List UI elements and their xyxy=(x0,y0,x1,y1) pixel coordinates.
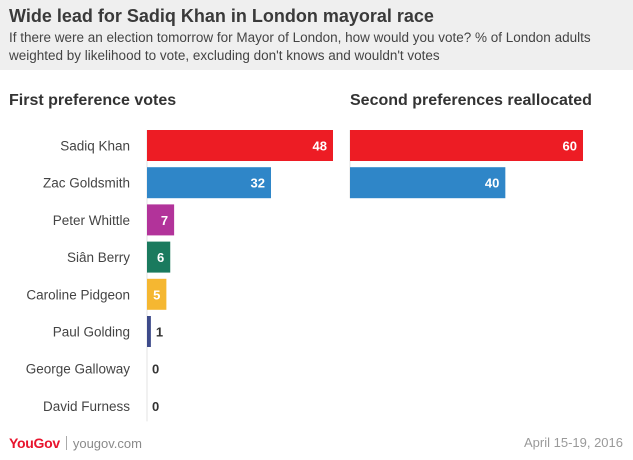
panel-title-second-preference: Second preferences reallocated xyxy=(350,92,592,109)
yougov-logo: YouGov xyxy=(9,435,60,451)
chart-subtitle: If there were an election tomorrow for M… xyxy=(9,30,591,63)
category-label-paul-golding: Paul Golding xyxy=(53,325,130,340)
category-label-caroline-pidgeon: Caroline Pidgeon xyxy=(26,287,130,302)
category-label-george-galloway: George Galloway xyxy=(26,362,131,377)
footer-divider xyxy=(65,436,67,450)
panel-title-first-preference: First preference votes xyxy=(9,92,177,109)
category-label-sadiq-khan: Sadiq Khan xyxy=(60,139,130,154)
category-label-zac-goldsmith: Zac Goldsmith xyxy=(43,176,130,191)
value-label-first-david-furness: 0 xyxy=(152,399,159,414)
bar-second-zac-goldsmith xyxy=(350,167,506,199)
panel-first: Sadiq Khan 48 Zac Goldsmith 32 Peter Whittle… xyxy=(26,130,333,422)
value-label-first-paul-golding: 1 xyxy=(156,325,163,340)
bar-first-caroline-pidgeon xyxy=(147,278,167,310)
value-label-first-peter-whittle: 7 xyxy=(161,213,168,228)
value-label-first-zac-goldsmith: 32 xyxy=(251,176,265,191)
chart-title: Wide lead for Sadiq Khan in London mayor… xyxy=(9,6,434,26)
panel-second: 60 40 xyxy=(349,130,583,199)
bar-first-peter-whittle xyxy=(147,204,175,236)
bar-first-zac-goldsmith xyxy=(147,167,271,199)
category-label-peter-whittle: Peter Whittle xyxy=(53,213,130,228)
value-label-first-sian-berry: 6 xyxy=(157,250,164,265)
value-label-second-sadiq-khan: 60 xyxy=(563,139,577,154)
category-label-david-furness: David Furness xyxy=(43,399,130,414)
value-label-first-sadiq-khan: 48 xyxy=(313,139,327,154)
title-bar: Wide lead for Sadiq Khan in London mayor… xyxy=(0,0,633,70)
bar-second-sadiq-khan xyxy=(350,130,583,161)
footer: YouGov yougov.com xyxy=(9,433,142,453)
value-label-first-caroline-pidgeon: 5 xyxy=(153,287,160,302)
bar-first-paul-golding xyxy=(147,316,151,347)
footer-date: April 15-19, 2016 xyxy=(523,435,623,450)
bar-first-sadiq-khan xyxy=(147,130,333,161)
category-label-sian-berry: Siân Berry xyxy=(67,250,130,265)
value-label-first-george-galloway: 0 xyxy=(152,362,159,377)
bar-first-sian-berry xyxy=(147,241,171,273)
value-label-second-zac-goldsmith: 40 xyxy=(485,176,499,191)
footer-site: yougov.com xyxy=(72,435,142,451)
